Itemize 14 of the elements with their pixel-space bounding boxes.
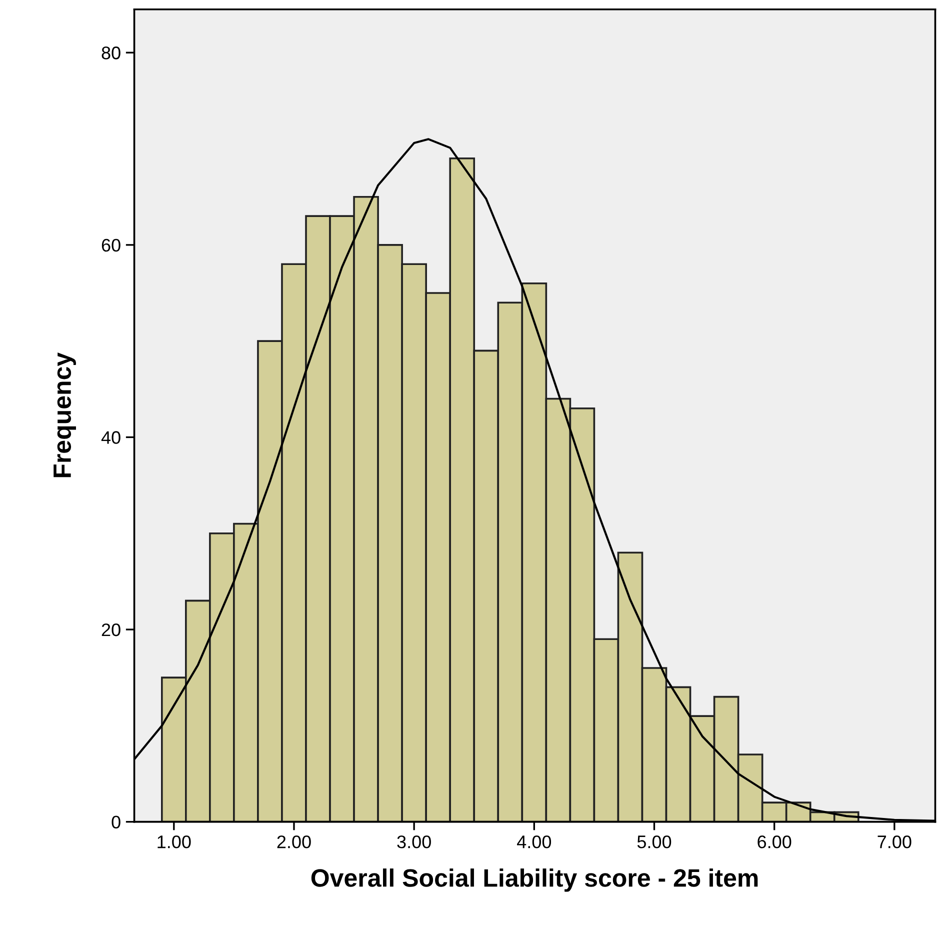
y-tick-label: 40: [101, 431, 120, 444]
x-tick-label: 1.00: [158, 835, 191, 848]
y-tick-label: 60: [102, 238, 120, 252]
y-axis-title: Frequency: [54, 352, 76, 478]
y-tick-label: 0: [112, 816, 120, 829]
x-axis-title: Overall Social Liability score - 25 item: [311, 868, 758, 892]
x-tick-label: 4.00: [517, 835, 552, 848]
y-tick-label: 80: [102, 46, 120, 60]
x-tick-label: 2.00: [277, 835, 311, 848]
x-tick-label: 5.00: [637, 835, 672, 848]
y-tick-label: 20: [102, 623, 120, 636]
x-tick-label: 6.00: [758, 835, 792, 848]
x-tick-label: 3.00: [397, 835, 431, 848]
x-tick-label: 7.00: [878, 835, 912, 848]
